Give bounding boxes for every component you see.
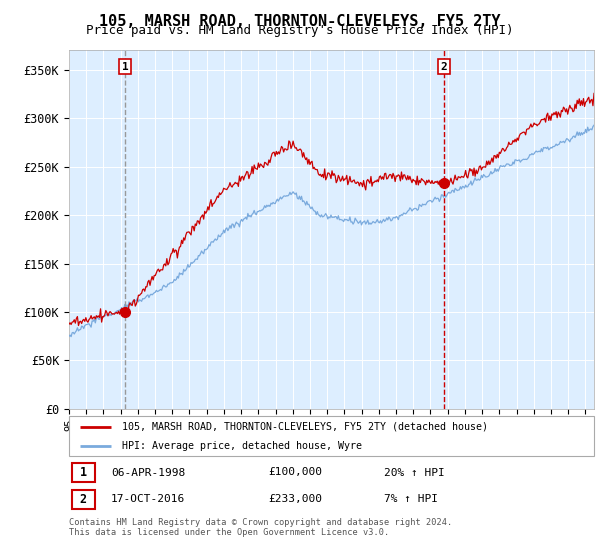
Text: 105, MARSH ROAD, THORNTON-CLEVELEYS, FY5 2TY: 105, MARSH ROAD, THORNTON-CLEVELEYS, FY5… [99,14,501,29]
Text: £100,000: £100,000 [269,468,323,478]
Text: Price paid vs. HM Land Registry's House Price Index (HPI): Price paid vs. HM Land Registry's House … [86,24,514,37]
Text: 17-OCT-2016: 17-OCT-2016 [111,494,185,504]
Text: 1: 1 [80,466,87,479]
Text: This data is licensed under the Open Government Licence v3.0.: This data is licensed under the Open Gov… [69,528,389,536]
FancyBboxPatch shape [69,416,594,456]
Text: 2: 2 [440,62,448,72]
Text: 105, MARSH ROAD, THORNTON-CLEVELEYS, FY5 2TY (detached house): 105, MARSH ROAD, THORNTON-CLEVELEYS, FY5… [121,422,487,432]
FancyBboxPatch shape [71,463,95,482]
Text: Contains HM Land Registry data © Crown copyright and database right 2024.: Contains HM Land Registry data © Crown c… [69,518,452,527]
FancyBboxPatch shape [71,489,95,508]
Text: 1: 1 [122,62,128,72]
Text: 06-APR-1998: 06-APR-1998 [111,468,185,478]
Text: 2: 2 [80,493,87,506]
Text: 20% ↑ HPI: 20% ↑ HPI [384,468,445,478]
Text: 7% ↑ HPI: 7% ↑ HPI [384,494,438,504]
Text: HPI: Average price, detached house, Wyre: HPI: Average price, detached house, Wyre [121,441,361,450]
Text: £233,000: £233,000 [269,494,323,504]
